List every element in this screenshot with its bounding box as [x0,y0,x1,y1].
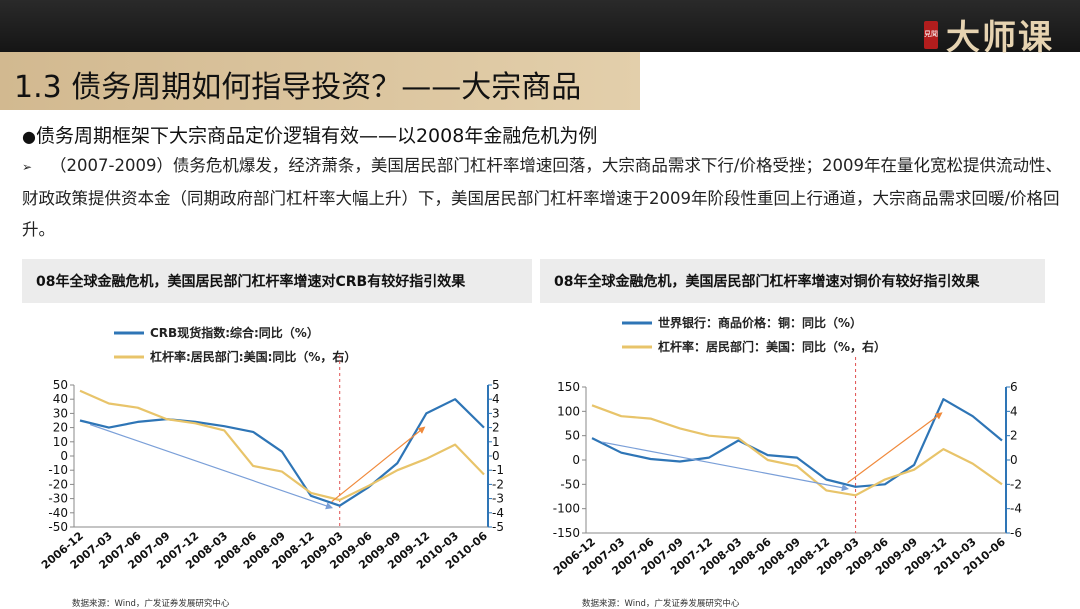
y-tick-label-left: 50 [53,378,68,392]
series-line-0 [591,398,1003,488]
y-tick-label-left: 30 [53,406,68,420]
chart-title-crb: 08年全球金融危机，美国居民部门杠杆率增速对CRB有较好指引效果 [22,259,532,303]
source-note-right: 数据来源：Wind，广发证券发展研究中心 [582,599,740,609]
series-line-1 [79,389,485,502]
bullet-heading: ●债务周期框架下大宗商品定价逻辑有效——以2008年金融危机为例 [22,121,597,148]
legend-label-0: 世界银行：商品价格：铜：同比（%） [658,315,862,330]
title-bar: 1.3 债务周期如何指导投资？——大宗商品 [0,52,640,110]
y-tick-label-right: -2 [1010,477,1022,491]
y-tick-label-left: -30 [48,492,68,506]
y-tick-label-right: 2 [1010,429,1018,443]
seal-stamp: 見聞 [924,20,938,49]
source-note-left: 数据来源：Wind，广发证券发展研究中心 [72,599,230,609]
y-tick-label-right: 0 [1010,453,1018,467]
legend-label-0: CRB现货指数:综合:同比（%） [150,325,319,340]
trend-arrow-down [601,441,849,492]
y-tick-label-left: -100 [553,502,580,516]
y-tick-label-left: -50 [560,477,580,491]
y-tick-label-right: -2 [492,477,504,491]
slide-title: 1.3 债务周期如何指导投资？——大宗商品 [14,70,582,105]
y-tick-label-left: -10 [48,463,68,477]
bullet-dot-icon: ● [22,127,36,146]
y-tick-label-left: 0 [60,449,68,463]
arrow-bullet-icon: ➢ [22,160,33,174]
y-tick-label-right: 6 [1010,380,1018,394]
series-line-1 [591,404,1003,497]
y-tick-label-left: -150 [553,526,580,540]
y-tick-label-right: 2 [492,421,500,435]
trend-arrow-down [89,423,334,510]
legend-label-1: 杠杆率：居民部门：美国：同比（%，右） [658,339,886,354]
y-tick-label-left: -20 [48,477,68,491]
bullet-text: 债务周期框架下大宗商品定价逻辑有效——以2008年金融危机为例 [35,125,598,147]
chart-title-copper: 08年全球金融危机，美国居民部门杠杆率增速对铜价有较好指引效果 [540,259,1045,303]
y-tick-label-right: 4 [1010,404,1018,418]
trend-arrow-up [331,426,426,503]
y-tick-label-left: 100 [557,404,580,418]
chart-crb: CRB现货指数:综合:同比（%）杠杆率:居民部门:美国:同比（%，右）-50-4… [39,325,504,572]
y-tick-label-right: -6 [1010,526,1022,540]
top-banner: 見聞 大师课 [0,0,1080,58]
legend-label-1: 杠杆率:居民部门:美国:同比（%，右） [150,349,356,364]
y-tick-label-left: 50 [565,429,580,443]
y-tick-label-left: -50 [48,520,68,534]
y-tick-label-left: 40 [53,392,68,406]
y-tick-label-right: 0 [492,449,500,463]
y-tick-label-right: -4 [1010,502,1022,516]
y-tick-label-right: -1 [492,463,504,477]
y-tick-label-left: 150 [557,380,580,394]
y-tick-label-right: -3 [492,492,504,506]
y-tick-label-right: -4 [492,506,504,520]
brand-name: 大师课 [946,18,1054,58]
y-tick-label-right: 5 [492,378,500,392]
brand-logo: 見聞 大师课 [924,10,1054,59]
paragraph-text: （2007-2009）债务危机爆发，经济萧条，美国居民部门杠杆率增速回落，大宗商… [22,156,1062,239]
y-tick-label-right: 1 [492,435,500,449]
y-tick-label-left: -40 [48,506,68,520]
series-line-0 [79,398,485,507]
y-tick-label-right: 4 [492,392,500,406]
y-tick-label-left: 20 [53,421,68,435]
y-tick-label-left: 10 [53,435,68,449]
y-tick-label-left: 0 [572,453,580,467]
body-paragraph: ➢ （2007-2009）债务危机爆发，经济萧条，美国居民部门杠杆率增速回落，大宗… [22,150,1062,245]
y-tick-label-right: 3 [492,406,500,420]
chart-copper: 世界银行：商品价格：铜：同比（%） 杠杆率：居民部门：美国：同比（%，右） -150… [551,315,1022,578]
y-tick-label-right: -5 [492,520,504,534]
trend-arrow-up [847,412,943,484]
